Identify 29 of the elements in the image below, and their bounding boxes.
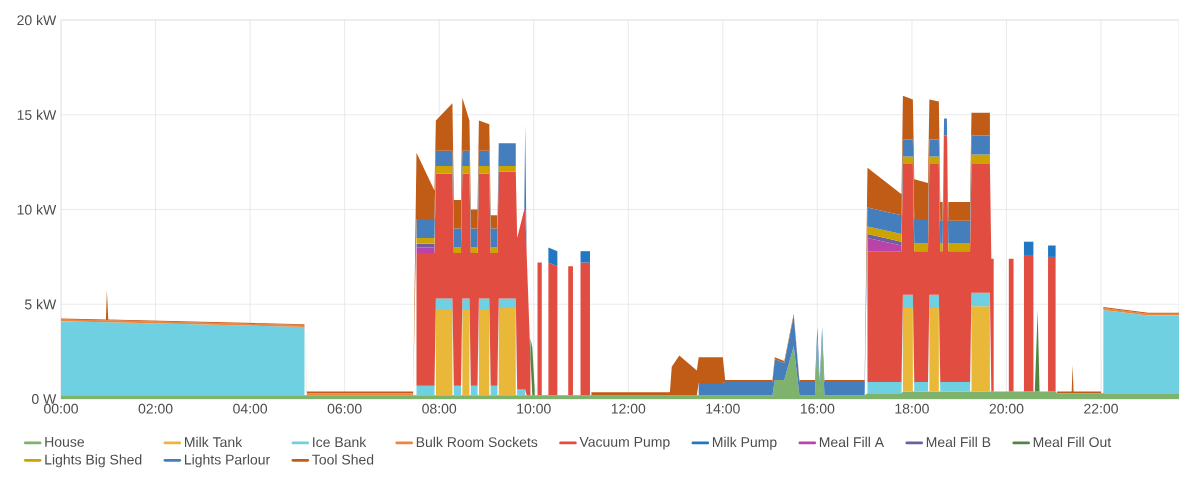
legend-label: Lights Big Shed <box>45 454 142 468</box>
y-tick-label: 5 kW <box>24 299 57 310</box>
legend-label: Vacuum Pump <box>579 437 670 450</box>
x-tick-label: 22:00 <box>1084 403 1118 414</box>
legend-label: Meal Fill B <box>926 436 991 448</box>
legend-label: Meal Fill A <box>819 436 885 448</box>
y-tick-label: 10 kW <box>17 204 57 215</box>
x-tick-label: 12:00 <box>611 403 646 414</box>
legend-label: Bulk Room Sockets <box>416 436 538 448</box>
x-tick-label: 06:00 <box>327 403 362 414</box>
legend-label: Lights Parlour <box>184 454 270 468</box>
legend-label: Milk Pump <box>712 436 777 450</box>
y-tick-label: 15 kW <box>17 109 57 120</box>
legend-label: Milk Tank <box>184 436 243 448</box>
x-tick-label: 02:00 <box>138 403 173 414</box>
x-tick-label: 18:00 <box>895 403 929 414</box>
x-tick-label: 10:00 <box>517 403 551 414</box>
legend-label: Tool Shed <box>312 454 374 465</box>
x-tick-label: 04:00 <box>233 403 268 414</box>
x-tick-label: 20:00 <box>989 403 1024 414</box>
x-tick-label: 16:00 <box>800 403 835 414</box>
legend-label: House <box>45 437 84 447</box>
legend-label: Ice Bank <box>313 436 367 448</box>
legend-label: Meal Fill Out <box>1033 436 1112 448</box>
y-tick-label: 20 kW <box>17 14 57 26</box>
y-tick-label: 0 W <box>31 394 57 404</box>
x-tick-label: 00:00 <box>44 403 78 414</box>
x-tick-label: 14:00 <box>706 403 740 414</box>
x-tick-label: 08:00 <box>422 403 457 414</box>
